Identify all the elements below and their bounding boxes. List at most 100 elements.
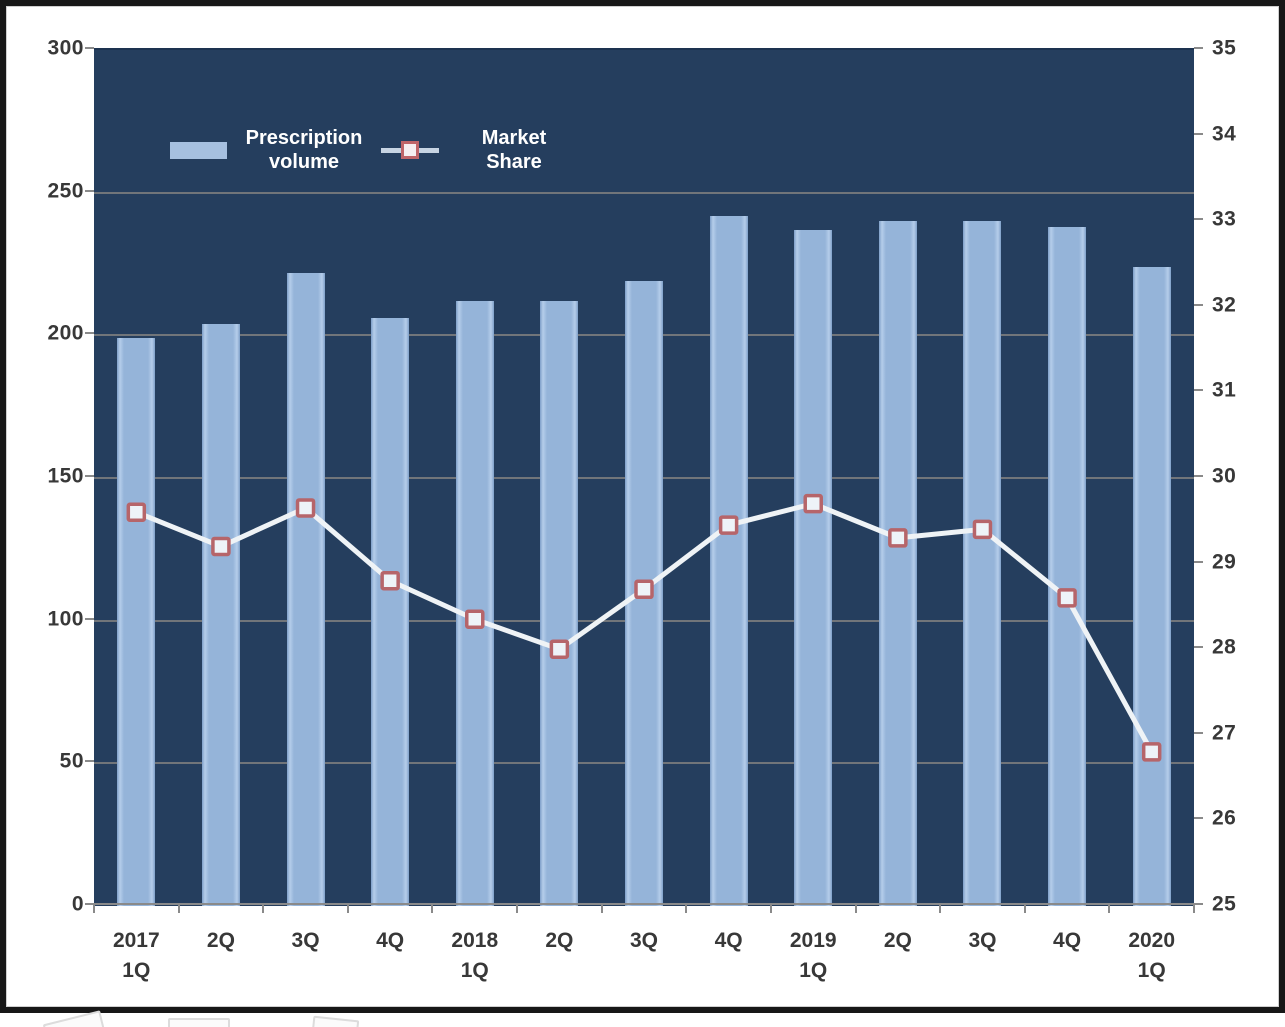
- x-boundary-tick-10: [939, 904, 942, 913]
- y-left-tick-250: [85, 189, 94, 192]
- x-boundary-tick-13: [1193, 904, 1195, 913]
- marker-4Q: [718, 515, 739, 535]
- y-right-tick-label-31: 31: [1212, 378, 1237, 402]
- x-tick-label-4Q: 4Q: [1053, 929, 1082, 952]
- x-tick-label-2Q: 2Q: [206, 929, 235, 952]
- y-right-tick-label-29: 29: [1212, 550, 1237, 574]
- marker-3Q: [295, 498, 316, 518]
- x-boundary-tick-11: [1023, 904, 1026, 913]
- bar-2020-1Q: [1132, 266, 1171, 906]
- bar-2Q: [201, 323, 240, 906]
- marker-2018-1Q: [465, 609, 485, 629]
- x-boundary-tick-6: [600, 904, 603, 913]
- marker-2019-1Q: [803, 493, 823, 514]
- marker-4Q: [1057, 588, 1077, 608]
- y-right-tick-28: [1194, 646, 1203, 649]
- market-share-line: [135, 501, 1154, 754]
- y-left-tick-label-250: 250: [47, 179, 84, 203]
- y-left-tick-300: [85, 47, 94, 49]
- marker-2017-1Q: [126, 502, 147, 522]
- y-right-tick-30: [1194, 475, 1203, 477]
- marker-2Q: [888, 528, 908, 548]
- y-right-tick-label-28: 28: [1212, 635, 1237, 659]
- y-left-tick-100: [85, 617, 94, 620]
- bar-4Q: [371, 318, 410, 906]
- x-boundary-tick-0: [93, 904, 95, 913]
- x-tick-label-3Q: 3Q: [629, 929, 658, 952]
- x-boundary-tick-8: [769, 904, 772, 913]
- x-boundary-tick-3: [346, 904, 349, 913]
- marker-4Q: [380, 570, 400, 591]
- bar-2018-1Q: [455, 301, 494, 906]
- y-right-tick-26: [1194, 817, 1203, 820]
- y-right-tick-29: [1194, 560, 1203, 563]
- y-right-tick-label-27: 27: [1212, 721, 1237, 745]
- legend-bar-swatch: [170, 141, 227, 159]
- marker-2Q: [211, 536, 231, 557]
- bar-2019-1Q: [794, 229, 833, 906]
- x-boundary-tick-1: [177, 904, 180, 913]
- x-boundary-tick-5: [516, 904, 519, 913]
- x-tick-label-2017-1Q: 2017 1Q: [112, 929, 160, 982]
- y-left-tick-label-150: 150: [47, 464, 84, 488]
- x-tick-label-4Q: 4Q: [714, 929, 743, 952]
- y-right-tick-label-30: 30: [1212, 464, 1237, 488]
- marker-3Q: [972, 519, 993, 540]
- y-right-tick-label-34: 34: [1212, 122, 1237, 146]
- marker-2Q: [549, 639, 570, 659]
- x-tick-label-2018-1Q: 2018 1Q: [451, 929, 499, 982]
- x-tick-label-2020-1Q: 2020 1Q: [1128, 929, 1176, 982]
- y-right-tick-label-33: 33: [1212, 207, 1237, 231]
- y-right-tick-32: [1194, 303, 1203, 306]
- x-tick-label-4Q: 4Q: [376, 929, 405, 952]
- y-right-tick-34: [1194, 132, 1203, 135]
- x-tick-label-2Q: 2Q: [883, 929, 912, 952]
- y-left-tick-50: [85, 760, 94, 763]
- x-boundary-tick-12: [1108, 904, 1111, 913]
- y-right-tick-label-35: 35: [1212, 36, 1237, 60]
- legend-square-marker-icon: [401, 141, 419, 159]
- bar-3Q: [286, 272, 325, 906]
- x-boundary-tick-9: [854, 904, 857, 913]
- x-tick-label-3Q: 3Q: [291, 929, 320, 952]
- y-right-tick-label-25: 25: [1212, 892, 1237, 916]
- x-boundary-tick-4: [431, 904, 434, 913]
- x-tick-label-2Q: 2Q: [545, 929, 574, 952]
- gridline-250: [94, 191, 1194, 194]
- bar-2Q: [540, 301, 579, 906]
- market-share-line-layer: [126, 493, 1162, 762]
- x-tick-label-2019-1Q: 2019 1Q: [789, 929, 837, 982]
- x-boundary-tick-7: [685, 904, 688, 913]
- y-left-tick-200: [85, 332, 94, 335]
- y-right-tick-31: [1194, 389, 1203, 392]
- bar-2017-1Q: [117, 338, 156, 906]
- bar-4Q: [709, 215, 748, 906]
- y-left-tick-label-100: 100: [47, 607, 84, 631]
- y-right-tick-label-26: 26: [1212, 806, 1237, 830]
- x-boundary-tick-2: [262, 904, 265, 913]
- y-left-tick-label-50: 50: [59, 749, 84, 773]
- y-right-tick-label-32: 32: [1212, 293, 1237, 317]
- y-left-tick-150: [85, 475, 94, 477]
- y-right-tick-35: [1194, 47, 1203, 49]
- legend-line-marker-icon: [381, 141, 439, 160]
- y-left-tick-label-200: 200: [47, 321, 84, 345]
- bar-2Q: [878, 221, 917, 906]
- y-left-tick-label-0: 0: [71, 892, 84, 916]
- plot-area: Prescription volume Market Share: [94, 48, 1194, 906]
- x-tick-label-3Q: 3Q: [968, 929, 997, 952]
- legend-bar-label: Prescription volume: [245, 127, 363, 173]
- cropped-arrow-icon: [42, 1010, 107, 1027]
- legend-line-label: Market Share: [481, 127, 547, 173]
- cropped-toolbar-strip: [0, 1010, 1285, 1027]
- y-right-tick-27: [1194, 731, 1203, 734]
- y-right-tick-33: [1194, 218, 1203, 221]
- legend: Prescription volume Market Share: [170, 126, 577, 174]
- bar-4Q: [1048, 226, 1087, 906]
- bar-3Q: [963, 221, 1002, 906]
- cropped-rectangle-icon: [168, 1018, 230, 1027]
- marker-3Q: [634, 579, 654, 600]
- y-left-tick-label-300: 300: [47, 36, 84, 60]
